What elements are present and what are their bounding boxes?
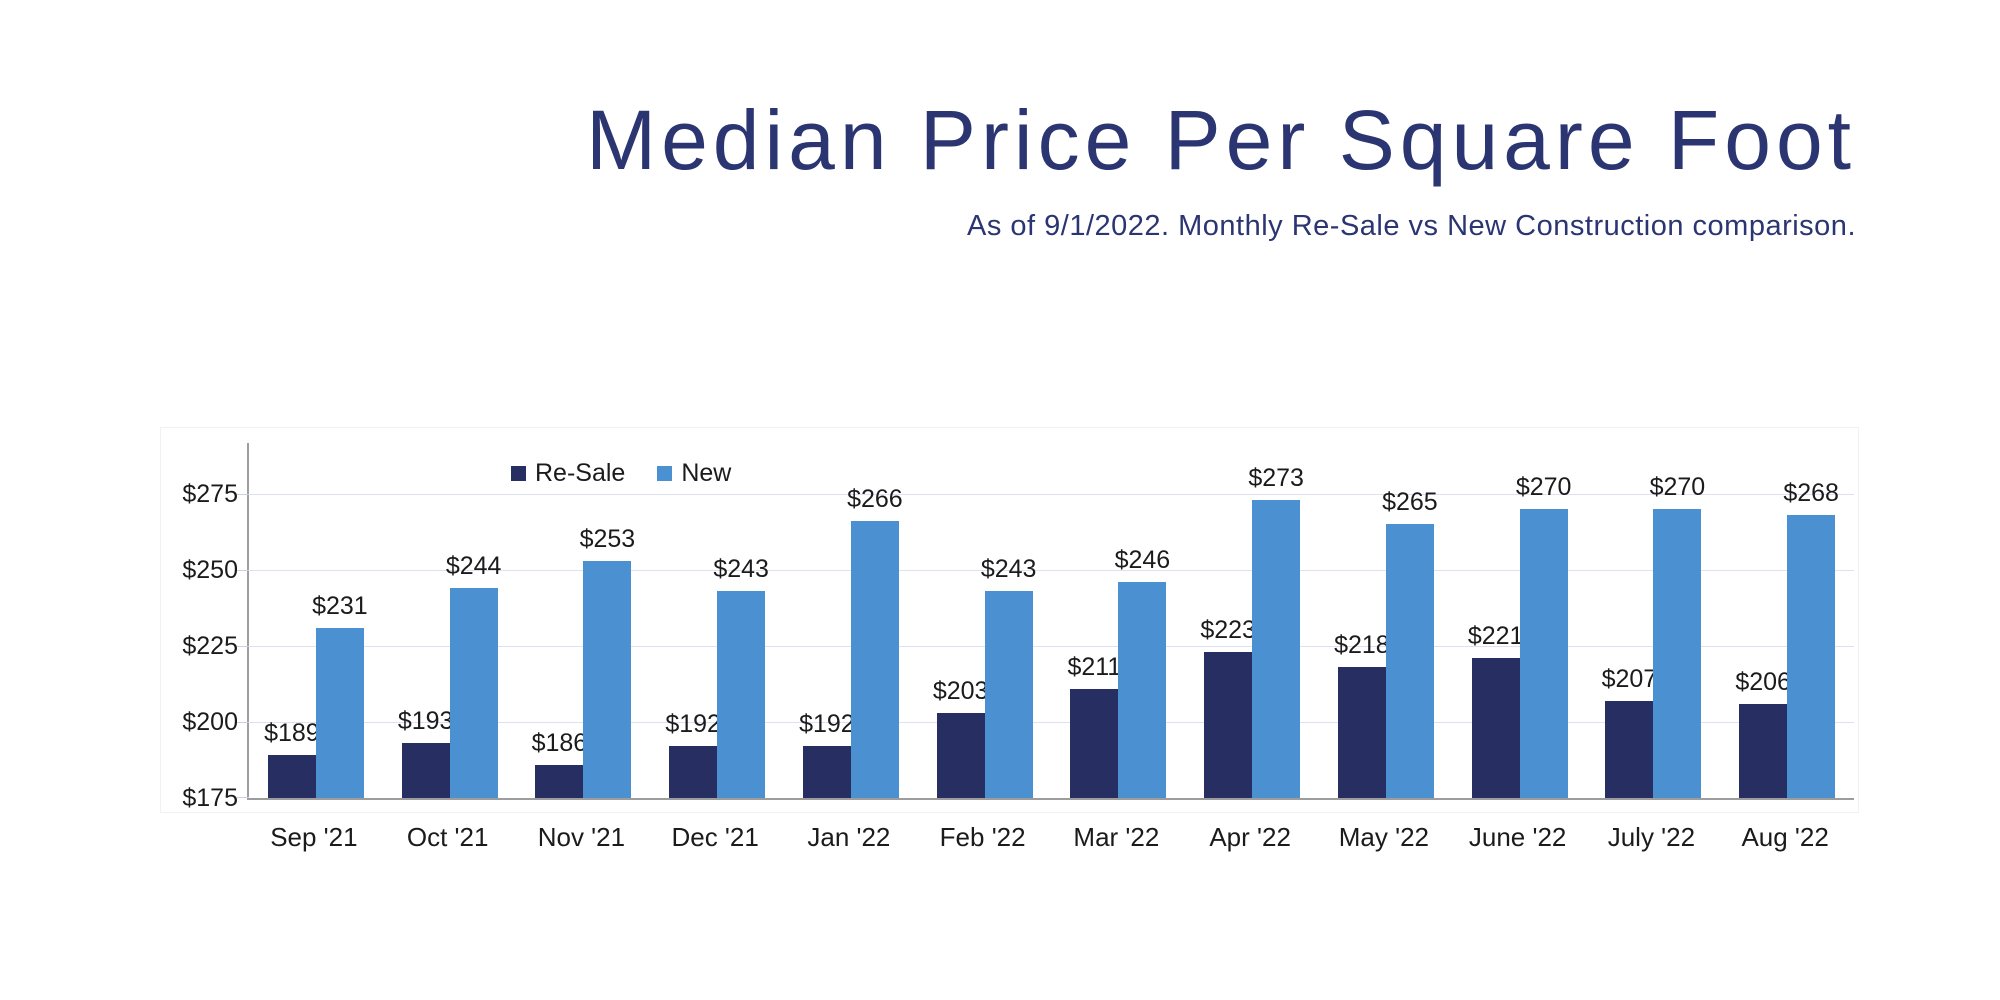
bar-value-label-re-sale-oct-21: $193	[397, 707, 454, 736]
y-axis-label-250: $250	[182, 556, 238, 584]
bar-re-sale-nov-21	[535, 764, 584, 798]
y-axis-label-175: $175	[182, 784, 238, 812]
bar-new-feb-22	[984, 591, 1033, 798]
resale-legend-swatch	[511, 466, 526, 481]
bar-new-may-22	[1385, 524, 1434, 798]
bar-re-sale-aug-22	[1739, 703, 1788, 798]
chart-header: Median Price Per Square Foot As of 9/1/2…	[586, 96, 1856, 243]
bar-new-june-22	[1519, 509, 1568, 798]
x-axis-label-oct-21: Oct '21	[406, 822, 489, 852]
y-axis-tick-275	[237, 494, 249, 495]
bar-new-nov-21	[583, 560, 632, 798]
bar-new-oct-21	[449, 588, 498, 798]
bar-value-label-re-sale-jan-22: $192	[799, 710, 855, 739]
gridline-225	[249, 646, 1854, 647]
y-axis-tick-250	[237, 570, 249, 571]
bar-value-label-re-sale-may-22: $218	[1334, 631, 1390, 660]
x-axis-label-apr-22: Apr '22	[1209, 822, 1291, 852]
bar-value-label-new-apr-22: $273	[1248, 464, 1304, 493]
bar-re-sale-june-22	[1471, 658, 1520, 798]
y-axis-tick-175	[237, 797, 249, 798]
y-axis-tick-225	[237, 646, 249, 647]
y-axis-label-275: $275	[182, 480, 238, 508]
bar-value-label-new-jan-22: $266	[847, 485, 903, 514]
legend: Re-Sale New	[511, 459, 731, 488]
bar-re-sale-oct-21	[401, 743, 450, 798]
new-legend-label: New	[681, 459, 732, 487]
new-legend-swatch	[657, 466, 673, 481]
bar-re-sale-july-22	[1605, 700, 1654, 798]
gridline-250	[249, 570, 1854, 571]
bar-value-label-new-aug-22: $268	[1783, 479, 1839, 508]
bar-value-label-new-oct-21: $244	[445, 552, 502, 581]
x-axis-label-jan-22: Jan '22	[807, 822, 891, 852]
x-axis-label-mar-22: Mar '22	[1073, 822, 1160, 852]
legend-item-new: New	[657, 459, 731, 488]
gridline-200	[249, 722, 1854, 723]
bar-value-label-re-sale-feb-22: $203	[932, 676, 989, 705]
bar-value-label-re-sale-dec-21: $192	[665, 710, 721, 739]
chart-title: Median Price Per Square Foot	[586, 93, 1856, 187]
x-axis-label-feb-22: Feb '22	[939, 822, 1026, 852]
y-axis-tick-200	[237, 722, 249, 723]
y-axis-label-225: $225	[182, 632, 238, 660]
bar-re-sale-feb-22	[936, 712, 985, 798]
y-axis-label-200: $200	[182, 708, 238, 736]
x-axis-label-june-22: June '22	[1468, 822, 1567, 852]
x-axis-label-nov-21: Nov '21	[537, 822, 626, 852]
bar-value-label-new-sep-21: $231	[312, 591, 368, 620]
gridline-275	[249, 494, 1854, 495]
bar-new-sep-21	[315, 627, 364, 798]
bar-re-sale-may-22	[1337, 667, 1386, 798]
bar-new-aug-22	[1787, 515, 1836, 798]
bar-new-july-22	[1653, 509, 1702, 798]
bar-value-label-re-sale-mar-22: $211	[1067, 652, 1122, 681]
bar-value-label-new-may-22: $265	[1382, 488, 1438, 517]
resale-legend-label: Re-Sale	[535, 459, 626, 487]
bar-value-label-re-sale-july-22: $207	[1601, 664, 1658, 693]
plot-area-frame	[160, 427, 1859, 813]
x-axis-label-may-22: May '22	[1338, 822, 1429, 852]
legend-item-resale: Re-Sale	[511, 459, 625, 488]
bar-value-label-re-sale-nov-21: $186	[531, 728, 588, 757]
bar-value-label-new-july-22: $270	[1649, 473, 1706, 502]
chart-subtitle: As of 9/1/2022. Monthly Re-Sale vs New C…	[966, 210, 1856, 243]
bar-re-sale-jan-22	[802, 746, 851, 798]
bar-value-label-new-feb-22: $243	[980, 555, 1037, 584]
bar-new-mar-22	[1118, 582, 1167, 798]
bar-re-sale-sep-21	[267, 755, 316, 798]
bar-new-dec-21	[717, 591, 766, 798]
bar-new-apr-22	[1252, 500, 1301, 798]
bar-value-label-new-june-22: $270	[1515, 473, 1572, 502]
bar-new-jan-22	[850, 521, 899, 798]
bar-re-sale-dec-21	[669, 746, 718, 798]
x-axis-label-sep-21: Sep '21	[270, 822, 358, 852]
plot-area: Re-Sale New $189 $231 $193 $244 $186 $253 $192…	[237, 443, 1854, 800]
bar-re-sale-mar-22	[1070, 688, 1119, 798]
bar-re-sale-apr-22	[1204, 652, 1253, 798]
bar-value-label-re-sale-june-22: $221	[1467, 622, 1524, 651]
bar-value-label-re-sale-aug-22: $206	[1735, 667, 1791, 696]
bar-value-label-new-dec-21: $243	[713, 555, 769, 584]
x-axis-label-aug-22: Aug '22	[1741, 822, 1829, 852]
x-axis-label-dec-21: Dec '21	[671, 822, 759, 852]
x-axis-label-july-22: July '22	[1607, 822, 1696, 852]
bar-value-label-new-mar-22: $246	[1114, 546, 1171, 575]
bar-value-label-new-nov-21: $253	[579, 524, 636, 553]
bar-value-label-re-sale-apr-22: $223	[1200, 616, 1256, 645]
bar-value-label-re-sale-sep-21: $189	[264, 719, 320, 748]
